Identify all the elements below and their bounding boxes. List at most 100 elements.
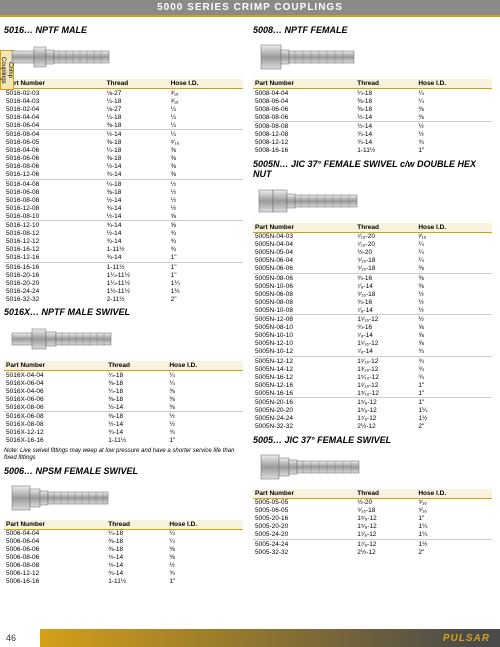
- table-row: 5016-06-06⅜-18⅜: [4, 155, 243, 163]
- left-column: 5016… NPTF MALE Part NumberThreadHose I.…: [4, 21, 243, 586]
- table-cell: ³⁄₁₆: [169, 89, 243, 98]
- table-cell: ½-14: [105, 196, 169, 204]
- table-cell: ¾: [416, 365, 492, 373]
- table-5016: Part NumberThreadHose I.D.5016-02-03⅛-27…: [4, 79, 243, 303]
- table-cell: 1⁷⁄₈-12: [355, 415, 416, 423]
- table-row: 5005-24-241⁷⁄₈-121½: [253, 539, 492, 548]
- table-cell: 5005N-08-08: [253, 298, 355, 306]
- table-row: 5005-20-161⁵⁄₈-121": [253, 515, 492, 523]
- table-cell: ¾: [416, 348, 492, 357]
- table-cell: 5005N-04-04: [253, 241, 355, 249]
- table-row: 5016-16-161-11½1": [4, 262, 243, 271]
- table-row: 5016-04-06¼-18⅜: [4, 147, 243, 155]
- table-row: 5006-06-04⅜-18¼: [4, 538, 243, 546]
- table-cell: 5016-16-12: [4, 246, 105, 254]
- table-row: 5016-08-06½-14⅜: [4, 163, 243, 171]
- fitting-image-nptf-male-swivel: [4, 319, 124, 359]
- table-cell: 1": [167, 578, 243, 586]
- table-cell: 5016X-06-06: [4, 395, 106, 403]
- table-cell: ⅜: [167, 395, 243, 403]
- table-row: 5016-04-08¼-18½: [4, 179, 243, 188]
- table-cell: 5016-06-08: [4, 188, 105, 196]
- table-cell: ⅜-18: [106, 379, 167, 387]
- table-cell: ¾: [416, 373, 492, 381]
- table-cell: 5016-32-32: [4, 295, 105, 303]
- table-cell: ¾: [167, 429, 243, 437]
- table-row: 5016-04-04¼-18¼: [4, 113, 243, 121]
- swivel-note: Note: Live swivel fittings may weep at l…: [4, 448, 243, 462]
- table-row: 5008-16-161-11½1": [253, 147, 492, 155]
- table-cell: ⁷⁄₈-14: [355, 282, 416, 290]
- table-cell: ¾-14: [105, 204, 169, 212]
- table-cell: 1⁷⁄₈-12: [355, 531, 416, 540]
- table-cell: 1¹⁄₁₆-12: [355, 356, 416, 365]
- table-row: 5005-06-05⁹⁄₁₆-18⁵⁄₁₆: [253, 507, 492, 515]
- table-cell: ½: [167, 562, 243, 570]
- section-title: 5005N… JIC 37° FEMALE SWIVEL c/w DOUBLE …: [253, 159, 492, 179]
- table-cell: 1⁵⁄₁₆-12: [355, 373, 416, 381]
- section-title: 5016… NPTF MALE: [4, 25, 243, 35]
- table-row: 5016X-12-12¾-14¾: [4, 429, 243, 437]
- section-title: 5008… NPTF FEMALE: [253, 25, 492, 35]
- table-cell: ¼: [169, 113, 243, 121]
- table-cell: ⅜-18: [105, 121, 169, 130]
- table-row: 5016-08-04½-14¼: [4, 130, 243, 139]
- table-cell: 5016-12-12: [4, 238, 105, 246]
- table-cell: ½-20: [355, 249, 416, 257]
- table-cell: 1¼-11½: [105, 271, 169, 279]
- table-row: 5005N-08-06¾-16⅜: [253, 273, 492, 282]
- table-cell: 1³⁄₁₆-12: [355, 365, 416, 373]
- table-cell: ⅛-27: [105, 89, 169, 98]
- table-cell: ⅜: [169, 147, 243, 155]
- table-cell: 1⁵⁄₈-12: [355, 407, 416, 415]
- table-row: 5016X-06-08⅜-18½: [4, 412, 243, 421]
- table-row: 5006-16-161-11½1": [4, 578, 243, 586]
- table-row: 5016-20-161¼-11½1": [4, 271, 243, 279]
- table-row: 5016-08-10½-14⅝: [4, 212, 243, 221]
- table-cell: 1⁵⁄₁₆-12: [355, 389, 416, 398]
- table-cell: 1¼: [416, 523, 492, 531]
- table-cell: ¼-18: [105, 179, 169, 188]
- table-cell: ½: [416, 131, 492, 139]
- table-cell: ³⁄₁₆: [169, 97, 243, 105]
- table-cell: 1⁵⁄₈-12: [355, 515, 416, 523]
- table-cell: 5005N-10-08: [253, 306, 355, 315]
- table-cell: 1¼-11½: [105, 279, 169, 287]
- table-cell: 2-11½: [105, 295, 169, 303]
- column-header: Thread: [355, 489, 416, 499]
- table-5008: Part NumberThreadHose I.D.5008-04-04¼-18…: [253, 79, 492, 155]
- table-cell: ¾: [169, 230, 243, 238]
- fitting-image-npsm-female-swivel: [4, 478, 124, 518]
- table-cell: ¾-14: [105, 221, 169, 230]
- section-5005N: 5005N… JIC 37° FEMALE SWIVEL c/w DOUBLE …: [253, 159, 492, 431]
- table-cell: 5008-08-06: [253, 113, 355, 122]
- table-cell: 5016-16-16: [4, 262, 105, 271]
- table-cell: 5005N-12-08: [253, 315, 355, 324]
- table-5005: Part NumberThreadHose I.D.5005-05-05½-20…: [253, 489, 492, 557]
- table-cell: ¼: [167, 529, 243, 538]
- table-cell: ¼: [167, 538, 243, 546]
- table-row: 5005N-06-08⁹⁄₁₆-18½: [253, 290, 492, 298]
- table-row: 5005N-20-161⁵⁄₈-121": [253, 398, 492, 407]
- section-5016: 5016… NPTF MALE Part NumberThreadHose I.…: [4, 25, 243, 303]
- table-cell: 5016-12-10: [4, 221, 105, 230]
- table-cell: ¼-18: [355, 89, 416, 98]
- table-cell: ½: [167, 412, 243, 421]
- table-cell: ⅜: [416, 113, 492, 122]
- table-cell: ¼-18: [105, 113, 169, 121]
- table-cell: ½: [416, 315, 492, 324]
- page-number: 46: [6, 633, 16, 643]
- table-row: 5008-08-06½-14⅜: [253, 113, 492, 122]
- table-cell: 1½: [169, 287, 243, 295]
- table-cell: 5008-12-12: [253, 139, 355, 147]
- column-header: Thread: [105, 79, 169, 89]
- table-cell: ¼: [416, 257, 492, 265]
- table-cell: 1": [416, 147, 492, 155]
- table-cell: ½: [169, 188, 243, 196]
- table-row: 5005-24-201⁷⁄₈-121¼: [253, 531, 492, 540]
- column-header: Hose I.D.: [167, 520, 243, 530]
- table-cell: ⅜: [167, 554, 243, 562]
- table-row: 5005N-24-241⁷⁄₈-121½: [253, 415, 492, 423]
- footer: 46 PULSAR: [0, 629, 500, 647]
- table-cell: ⅛-27: [105, 105, 169, 113]
